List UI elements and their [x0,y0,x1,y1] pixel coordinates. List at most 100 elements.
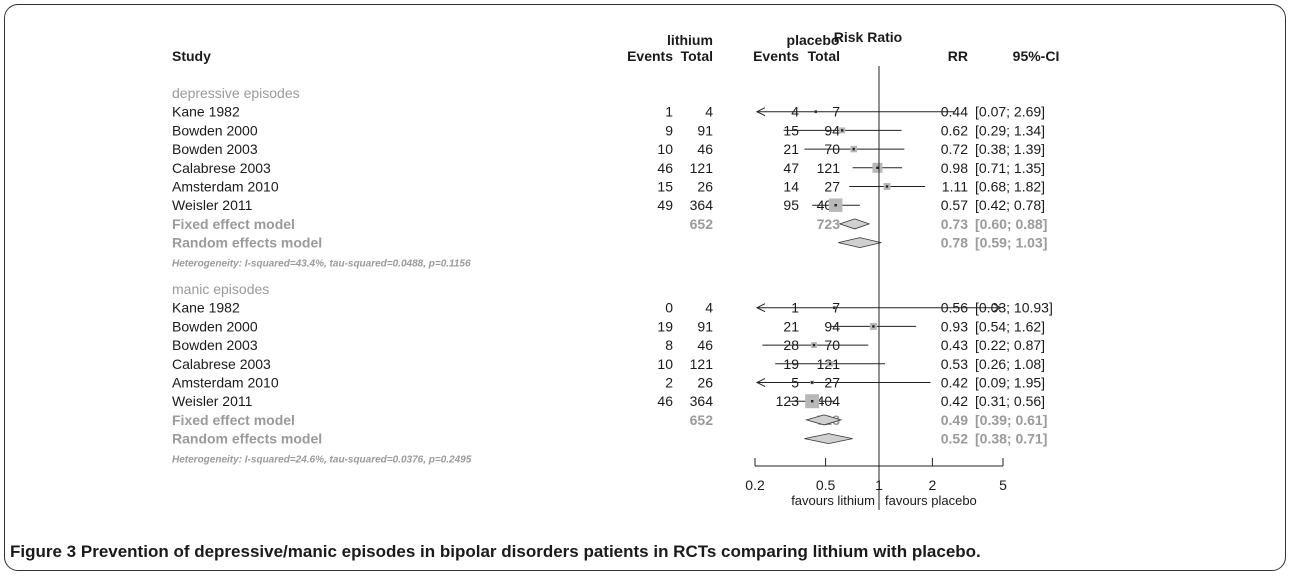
study-name: Kane 1982 [172,300,240,316]
point-estimate [814,110,817,113]
ci-value: [0.26; 1.08] [975,356,1045,372]
total-placebo: 27 [824,179,840,195]
fixed-rr: 0.49 [941,412,968,428]
events-lithium: 10 [657,141,673,157]
point-estimate [812,343,816,347]
header-risk-ratio: Risk Ratio [834,29,902,45]
ci-value: [0.71; 1.35] [975,160,1045,176]
ci-value: [0.07; 2.69] [975,104,1045,120]
fixed-effect-diamond [804,414,843,426]
rr-value: 0.42 [941,375,968,391]
point-estimate [833,306,836,309]
forest-plot: Study lithium placebo Events Total Event… [172,29,1059,510]
study-name: Weisler 2011 [172,393,253,409]
events-lithium: 19 [657,318,673,334]
random-effects-diamond [804,433,853,445]
point-estimate [876,166,879,169]
events-placebo: 21 [783,318,799,334]
header-placebo: placebo [787,32,840,48]
rr-value: 0.42 [941,393,968,409]
fixed-total-placebo: 723 [817,216,841,232]
study-name: Calabrese 2003 [172,356,271,372]
ci-arrow [755,303,766,313]
point-estimate [834,204,837,207]
figure-frame [4,4,1286,571]
x-label-favours-placebo: favours placebo [885,493,977,508]
total-lithium: 364 [690,393,714,409]
x-tick-label: 0.5 [816,477,836,493]
events-placebo: 47 [783,160,799,176]
ci-value: [0.22; 0.87] [975,337,1045,353]
rr-value: 0.62 [941,122,968,138]
point-estimate [852,147,855,151]
total-lithium: 4 [705,300,713,316]
point-estimate [810,400,814,403]
events-placebo: 14 [783,179,799,195]
study-name: Bowden 2000 [172,122,258,138]
fixed-total-lithium: 652 [690,216,714,232]
rr-value: 0.72 [941,141,968,157]
ci-value: [0.31; 0.56] [975,393,1045,409]
x-axis: 0.2 0.5 1 2 5 favours lithium favours placebo [745,66,1007,510]
events-lithium: 1 [665,104,673,120]
random-rr: 0.52 [941,431,968,447]
rr-value: 0.98 [941,160,968,176]
study-name: Weisler 2011 [172,197,253,213]
point-estimate [828,362,832,365]
total-lithium: 364 [690,197,714,213]
study-name: Bowden 2003 [172,337,258,353]
total-lithium: 46 [697,141,713,157]
x-tick-label: 1 [875,477,883,493]
total-lithium: 121 [690,356,714,372]
study-name: Amsterdam 2010 [172,179,279,195]
header-ci: 95%-CI [1013,48,1060,64]
subgroup-label: depressive episodes [172,85,300,101]
header-total-lithium: Total [681,48,713,64]
total-lithium: 4 [705,104,713,120]
random-effects-diamond [838,237,882,249]
ci-value: [0.68; 1.82] [975,179,1045,195]
rr-value: 0.43 [941,337,968,353]
fixed-effect-label: Fixed effect model [172,216,295,232]
study-name: Kane 1982 [172,104,240,120]
total-placebo: 121 [817,160,841,176]
point-estimate [885,185,889,188]
caption-label: Figure 3 [10,542,77,561]
events-lithium: 9 [665,122,673,138]
events-placebo: 95 [783,197,799,213]
total-lithium: 121 [690,160,714,176]
header-events-lithium: Events [627,48,673,64]
study-name: Bowden 2003 [172,141,258,157]
events-lithium: 15 [657,179,673,195]
rr-value: 0.53 [941,356,968,372]
events-lithium: 46 [657,160,673,176]
header-lithium: lithium [667,32,713,48]
fixed-ci: [0.39; 0.61] [975,412,1047,428]
fixed-effect-diamond [838,218,871,230]
rr-value: 0.93 [941,318,968,334]
events-lithium: 0 [665,300,673,316]
total-lithium: 46 [697,337,713,353]
rr-value: 0.57 [941,197,968,213]
total-lithium: 26 [697,375,713,391]
x-tick-label: 0.2 [745,477,765,493]
ci-value: [0.29; 1.34] [975,122,1045,138]
events-lithium: 2 [665,375,673,391]
ci-value: [0.38; 1.39] [975,141,1045,157]
random-rr: 0.78 [941,235,968,251]
point-estimate [810,381,814,384]
total-lithium: 91 [697,122,713,138]
header-total-placebo: Total [808,48,840,64]
table-header: Study lithium placebo Events Total Event… [172,29,1059,64]
caption-text: Prevention of depressive/manic episodes … [80,542,981,561]
heterogeneity-text: Heterogeneity: I-squared=43.4%, tau-squa… [172,259,471,270]
ci-value: [0.54; 1.62] [975,318,1045,334]
random-effects-label: Random effects model [172,235,322,251]
random-ci: [0.38; 0.71] [975,431,1047,447]
fixed-effect-label: Fixed effect model [172,412,295,428]
total-lithium: 91 [697,318,713,334]
study-name: Amsterdam 2010 [172,375,279,391]
ci-value: [0.42; 0.78] [975,197,1045,213]
x-label-favours-lithium: favours lithium [791,493,875,508]
